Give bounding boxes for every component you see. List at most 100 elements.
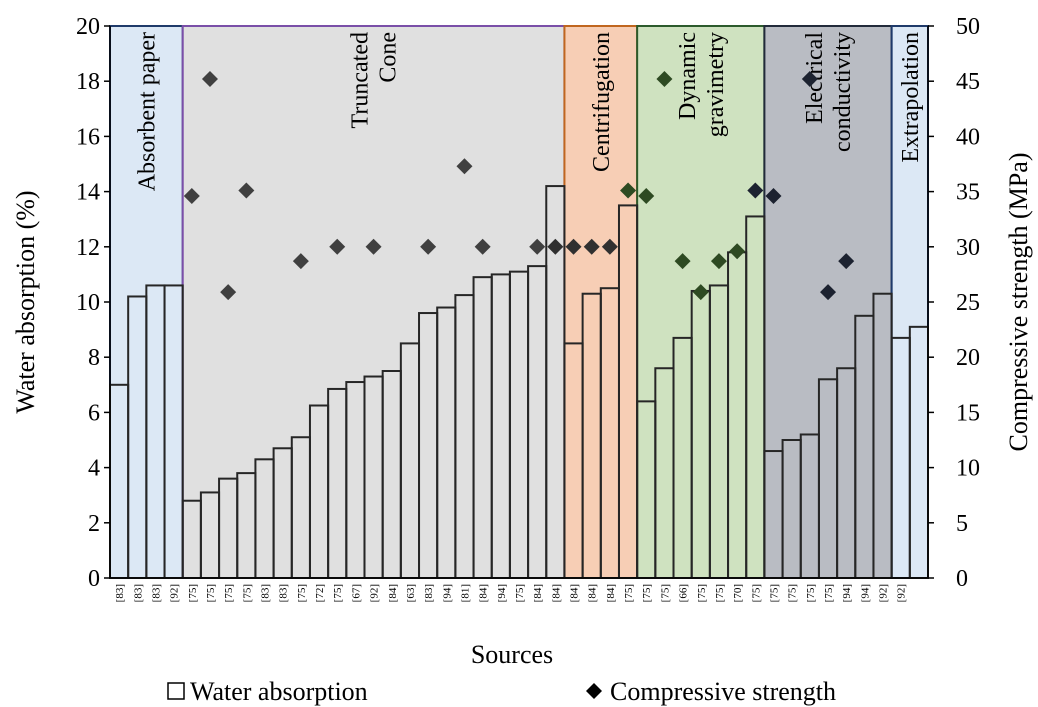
category-label-22: [75] xyxy=(514,584,526,602)
y2-tick-label-10: 50 xyxy=(956,14,980,40)
category-label-31: [66] xyxy=(678,584,690,602)
category-label-41: [94] xyxy=(859,584,871,602)
y-tick-label-5: 10 xyxy=(76,290,100,316)
compressive-strength-point-20 xyxy=(710,253,727,270)
category-label-16: [63] xyxy=(405,584,417,602)
compressive-strength-point-26 xyxy=(838,253,855,270)
compressive-strength-point-17 xyxy=(656,70,673,87)
category-label-35: [75] xyxy=(750,584,762,602)
compressive-strength-point-11 xyxy=(547,238,564,255)
category-labels-layer: [83] [83] [83] [92] [75] [75] [75] [75] [83] [83]… xyxy=(114,584,908,602)
category-label-17: [83] xyxy=(423,584,435,602)
category-label-39: [75] xyxy=(823,584,835,602)
region-1-background xyxy=(181,25,566,579)
compressive-strength-point-23 xyxy=(765,188,782,205)
y-tick-label-6: 12 xyxy=(76,235,100,261)
compressive-strength-point-2 xyxy=(220,284,237,301)
category-label-12: [75] xyxy=(332,584,344,602)
region-4-label-line-1: conductivity xyxy=(830,32,856,152)
category-label-40: [94] xyxy=(841,584,853,602)
compressive-strength-point-10 xyxy=(529,238,546,255)
category-label-21: [94] xyxy=(496,584,508,602)
region-3-label-line-1: gravimetry xyxy=(703,32,729,137)
category-label-9: [83] xyxy=(278,584,290,602)
compressive-strength-point-24 xyxy=(801,70,818,87)
legend-water-absorption-label: Water absorption xyxy=(190,677,368,706)
category-label-5: [75] xyxy=(205,584,217,602)
compressive-strength-point-14 xyxy=(601,238,618,255)
category-label-0: [83] xyxy=(114,584,126,602)
category-label-20: [84] xyxy=(478,584,490,602)
category-label-23: [84] xyxy=(532,584,544,602)
compressive-strength-point-4 xyxy=(292,253,309,270)
category-label-8: [83] xyxy=(260,584,272,602)
category-label-19: [81] xyxy=(459,584,471,602)
compressive-strength-point-0 xyxy=(183,188,200,205)
category-label-25: [84] xyxy=(569,584,581,602)
compressive-strength-point-5 xyxy=(329,238,346,255)
category-label-33: [75] xyxy=(714,584,726,602)
compressive-strength-point-21 xyxy=(729,243,746,260)
region-4-background xyxy=(763,25,893,579)
category-label-27: [84] xyxy=(605,584,617,602)
category-label-11: [72] xyxy=(314,584,326,602)
category-label-37: [75] xyxy=(787,584,799,602)
y2-tick-label-5: 25 xyxy=(956,290,980,316)
y-axis-title: Water absorption (%) xyxy=(11,190,40,413)
compressive-strength-point-6 xyxy=(365,238,382,255)
y-tick-label-3: 6 xyxy=(88,400,100,426)
category-label-15: [84] xyxy=(387,584,399,602)
category-label-28: [75] xyxy=(623,584,635,602)
compressive-strength-point-12 xyxy=(565,238,582,255)
compressive-strength-point-22 xyxy=(747,182,764,199)
compressive-strength-point-15 xyxy=(620,182,637,199)
y2-tick-label-9: 45 xyxy=(956,69,980,95)
x-axis-title: Sources xyxy=(471,640,553,669)
category-label-13: [67] xyxy=(350,584,362,602)
category-label-4: [75] xyxy=(187,584,199,602)
category-label-29: [75] xyxy=(641,584,653,602)
category-label-26: [84] xyxy=(587,584,599,602)
category-label-24: [84] xyxy=(550,584,562,602)
points-layer xyxy=(183,70,855,301)
category-label-38: [75] xyxy=(805,584,817,602)
y2-tick-label-8: 40 xyxy=(956,124,980,150)
category-label-14: [92] xyxy=(369,584,381,602)
compressive-strength-point-16 xyxy=(638,188,655,205)
y-tick-label-10: 20 xyxy=(76,14,100,40)
y2-tick-label-0: 0 xyxy=(956,566,968,592)
compressive-strength-point-13 xyxy=(583,238,600,255)
category-label-30: [75] xyxy=(659,584,671,602)
category-label-6: [75] xyxy=(223,584,235,602)
category-label-3: [92] xyxy=(169,584,181,602)
y2-tick-label-6: 30 xyxy=(956,235,980,261)
region-5-label-line-0: Extrapolation xyxy=(898,32,924,163)
y2-tick-label-4: 20 xyxy=(956,345,980,371)
category-label-42: [92] xyxy=(878,584,890,602)
compressive-strength-point-9 xyxy=(474,238,491,255)
legend-water-absorption-swatch xyxy=(167,682,185,700)
regions-layer xyxy=(109,25,930,579)
y2-tick-label-3: 15 xyxy=(956,400,980,426)
legend-compressive-strength-swatch xyxy=(586,683,602,699)
region-2-label-line-0: Centrifugation xyxy=(589,32,615,172)
y2-tick-label-1: 5 xyxy=(956,511,968,537)
region-3-background xyxy=(636,25,766,579)
y2-tick-label-2: 10 xyxy=(956,456,980,482)
category-label-1: [83] xyxy=(132,584,144,602)
y2-axis-title: Compressive strength (MPa) xyxy=(1004,153,1033,452)
compressive-strength-point-19 xyxy=(692,284,709,301)
category-label-34: [70] xyxy=(732,584,744,602)
category-label-7: [75] xyxy=(241,584,253,602)
y-tick-label-9: 18 xyxy=(76,69,100,95)
region-1-label-line-1: Cone xyxy=(376,32,402,83)
compressive-strength-point-1 xyxy=(201,70,218,87)
compressive-strength-point-8 xyxy=(456,158,473,175)
compressive-strength-point-25 xyxy=(820,284,837,301)
category-label-32: [75] xyxy=(696,584,708,602)
y2-tick-label-7: 35 xyxy=(956,180,980,206)
region-0-label-line-0: Absorbent paper xyxy=(134,32,160,191)
y-tick-label-7: 14 xyxy=(76,180,100,206)
